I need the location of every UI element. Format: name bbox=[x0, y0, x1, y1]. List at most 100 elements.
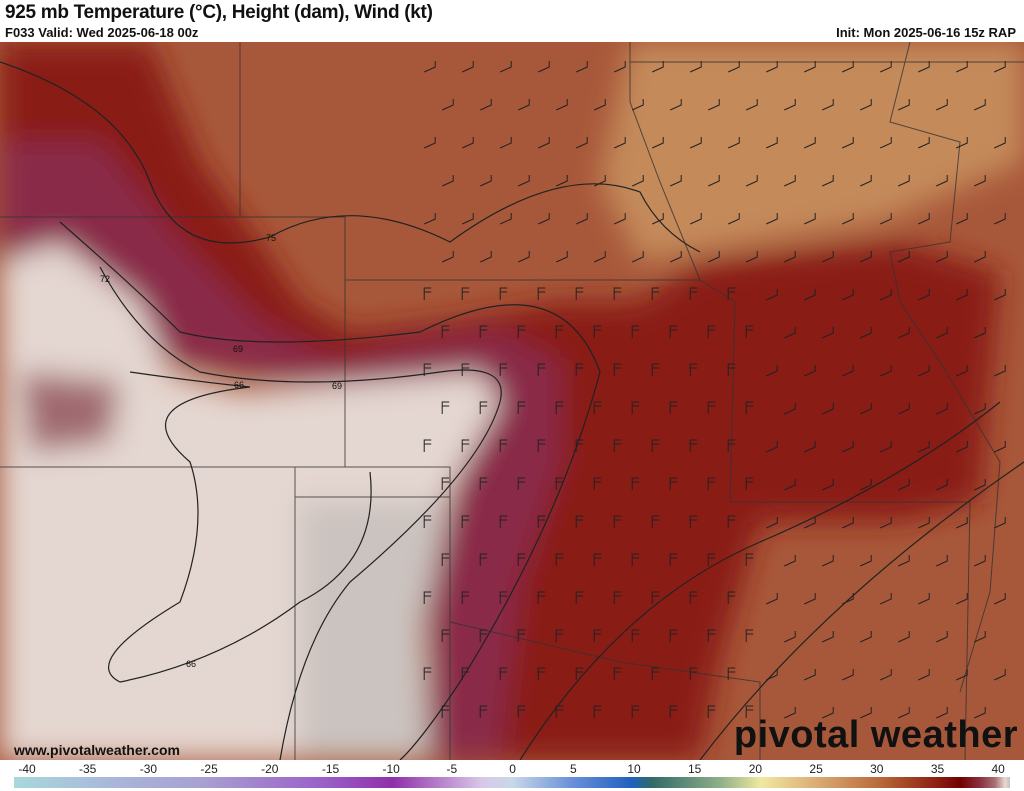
wind-barb bbox=[766, 289, 778, 301]
wind-barb bbox=[669, 325, 678, 338]
wind-barb bbox=[632, 175, 644, 187]
wind-barb bbox=[690, 137, 702, 149]
wind-barb bbox=[517, 705, 526, 718]
colorbar-tick: 40 bbox=[991, 762, 1005, 776]
wind-barb bbox=[745, 477, 754, 490]
map-title: 925 mb Temperature (°C), Height (dam), W… bbox=[5, 2, 433, 23]
wind-barb bbox=[727, 591, 736, 604]
wind-barb bbox=[537, 667, 546, 680]
wind-barb bbox=[499, 591, 508, 604]
colorbar-tick: 10 bbox=[627, 762, 641, 776]
wind-barb bbox=[423, 591, 432, 604]
wind-barb bbox=[918, 137, 930, 149]
wind-barb bbox=[555, 629, 564, 642]
wind-barb bbox=[880, 593, 892, 605]
wind-barb bbox=[804, 61, 816, 73]
wind-barb bbox=[994, 517, 1006, 529]
wind-barb bbox=[842, 669, 854, 681]
wind-barb bbox=[669, 477, 678, 490]
wind-barb bbox=[860, 99, 872, 111]
wind-barb bbox=[517, 477, 526, 490]
weather-map[interactable]: 75 69 72 69 66 66 www.pivotalweather.com… bbox=[0, 42, 1024, 760]
wind-barb bbox=[631, 553, 640, 566]
wind-barb bbox=[898, 251, 910, 263]
wind-barb bbox=[804, 441, 816, 453]
wind-barb bbox=[517, 629, 526, 642]
wind-barb bbox=[631, 705, 640, 718]
wind-barb bbox=[517, 401, 526, 414]
wind-barb bbox=[500, 61, 512, 73]
wind-barb bbox=[822, 175, 834, 187]
contour-label: 66 bbox=[234, 380, 244, 390]
wind-barb bbox=[555, 553, 564, 566]
wind-barb bbox=[689, 667, 698, 680]
wind-barb bbox=[728, 61, 740, 73]
wind-barb bbox=[461, 515, 470, 528]
wind-barb bbox=[974, 631, 986, 643]
wind-barb bbox=[994, 213, 1006, 225]
wind-barb bbox=[690, 61, 702, 73]
wind-barb bbox=[593, 325, 602, 338]
colorbar-tick: 30 bbox=[870, 762, 884, 776]
wind-barb bbox=[994, 669, 1006, 681]
wind-barb bbox=[518, 175, 530, 187]
wind-barb bbox=[822, 631, 834, 643]
wind-barb bbox=[423, 515, 432, 528]
wind-barb bbox=[593, 629, 602, 642]
wind-barb bbox=[766, 517, 778, 529]
wind-barb bbox=[898, 327, 910, 339]
wind-barb bbox=[670, 175, 682, 187]
wind-barb bbox=[538, 61, 550, 73]
wind-barb bbox=[880, 517, 892, 529]
wind-barb bbox=[727, 363, 736, 376]
wind-barb bbox=[461, 667, 470, 680]
wind-barb bbox=[575, 515, 584, 528]
wind-barb bbox=[631, 477, 640, 490]
wind-barb bbox=[707, 477, 716, 490]
wind-barb bbox=[613, 667, 622, 680]
wind-barb bbox=[918, 669, 930, 681]
wind-barb bbox=[613, 439, 622, 452]
wind-barb bbox=[956, 289, 968, 301]
wind-barb bbox=[766, 213, 778, 225]
wind-barb bbox=[555, 401, 564, 414]
wind-barb bbox=[538, 137, 550, 149]
wind-barb bbox=[956, 137, 968, 149]
height-contours bbox=[0, 61, 1024, 760]
wind-barb bbox=[804, 517, 816, 529]
wind-barb bbox=[994, 365, 1006, 377]
temperature-field: 75 69 72 69 66 66 bbox=[0, 42, 1024, 760]
wind-barb bbox=[880, 61, 892, 73]
wind-barb bbox=[707, 629, 716, 642]
wind-barb bbox=[842, 441, 854, 453]
wind-barb bbox=[842, 593, 854, 605]
wind-barb bbox=[708, 175, 720, 187]
wind-barb bbox=[936, 631, 948, 643]
wind-barb bbox=[936, 175, 948, 187]
wind-barb bbox=[784, 327, 796, 339]
wind-barb bbox=[537, 439, 546, 452]
contour-label-group: 75 69 72 69 66 66 bbox=[100, 233, 342, 669]
wind-barb bbox=[670, 251, 682, 263]
colorbar-tick: -35 bbox=[79, 762, 97, 776]
wind-barb bbox=[842, 517, 854, 529]
wind-barb bbox=[689, 515, 698, 528]
gray-region bbox=[300, 502, 450, 760]
wind-barb bbox=[974, 327, 986, 339]
wind-barb bbox=[461, 439, 470, 452]
wind-barb bbox=[860, 403, 872, 415]
wind-barb bbox=[746, 175, 758, 187]
wind-barb bbox=[669, 553, 678, 566]
wind-barbs bbox=[423, 61, 1006, 719]
wind-barb bbox=[728, 137, 740, 149]
wind-barb bbox=[727, 287, 736, 300]
state-borders bbox=[0, 42, 1024, 760]
wind-barb bbox=[727, 515, 736, 528]
wind-barb bbox=[918, 593, 930, 605]
wind-barb bbox=[593, 477, 602, 490]
wind-barb bbox=[594, 99, 606, 111]
wind-barb bbox=[956, 365, 968, 377]
wind-barb bbox=[555, 705, 564, 718]
wind-barb bbox=[804, 365, 816, 377]
wind-barb bbox=[689, 363, 698, 376]
